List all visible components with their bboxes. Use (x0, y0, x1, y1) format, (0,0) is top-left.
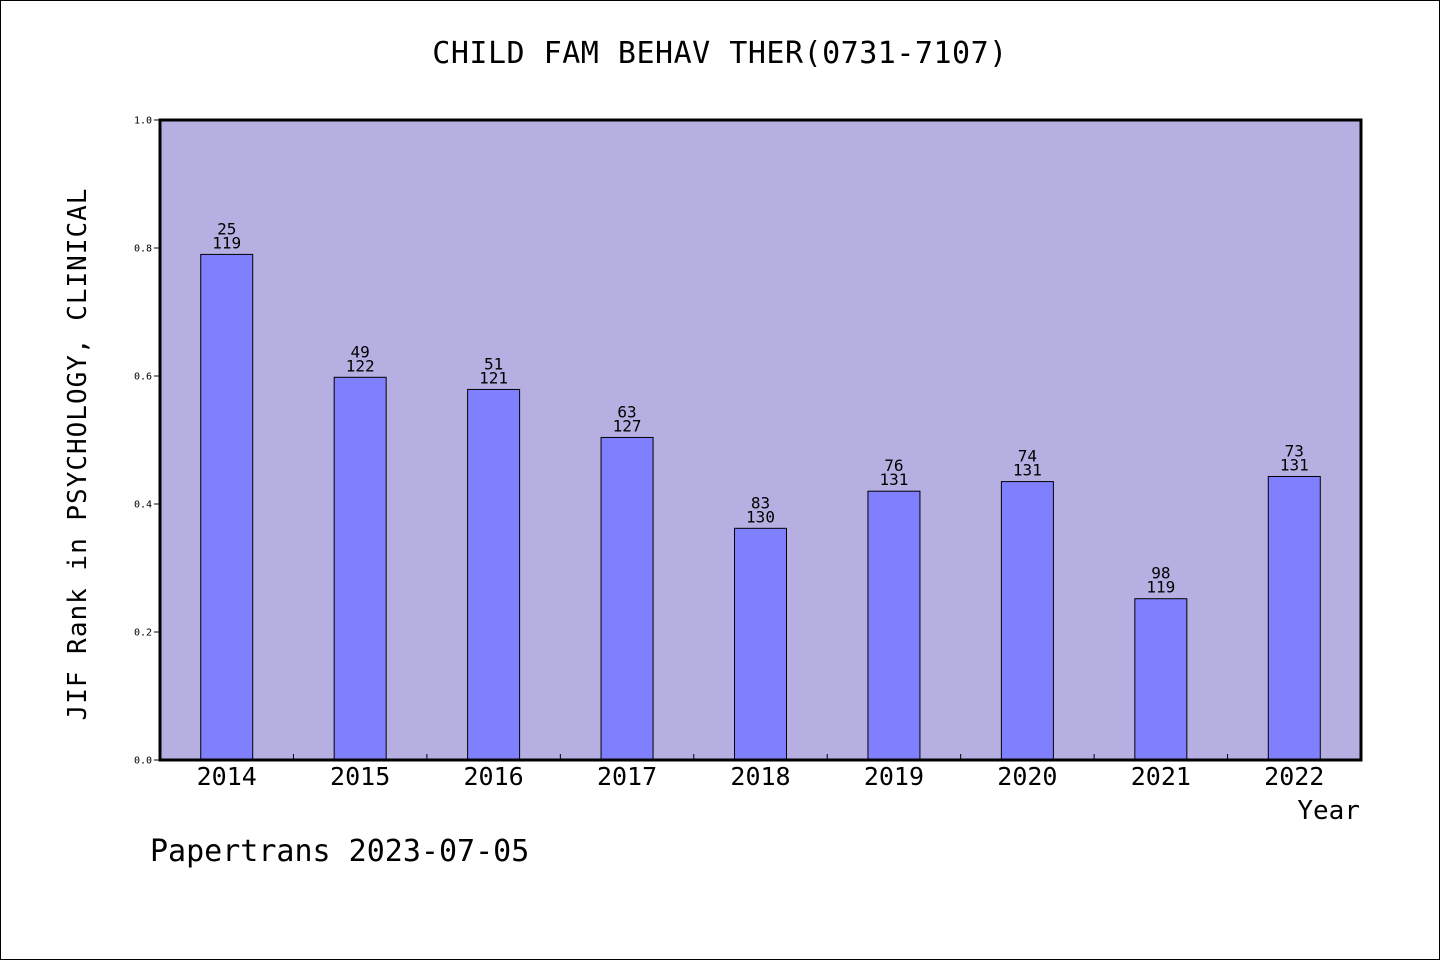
bar-2018 (734, 527, 787, 761)
bar-total-label: 122 (346, 356, 375, 375)
x-tick-label: 2022 (1264, 762, 1324, 791)
x-tick-label: 2015 (330, 762, 390, 791)
bar-2021 (1134, 598, 1188, 761)
bar-rank-label: 25 (217, 219, 236, 238)
bar-rank-label: 63 (617, 402, 636, 421)
bar-rank-label: 76 (884, 456, 903, 475)
x-tick-label: 2021 (1131, 762, 1191, 791)
x-tick-label: 2018 (730, 762, 790, 791)
bar-rank-label: 49 (351, 342, 370, 361)
bar-total-label: 131 (1013, 461, 1042, 480)
y-tick-label: 0.8 (134, 244, 152, 255)
bar-2017 (600, 436, 654, 761)
bar-2022 (1267, 475, 1321, 761)
bar-rank-label: 51 (484, 354, 503, 373)
x-axis-ticks: 2014 2015 2016 2017 2018 2019 2020 2021 2022 (197, 754, 1324, 791)
plot-border (158, 118, 1363, 762)
bar-total-label: 119 (1146, 578, 1175, 597)
y-tick-label: 0.2 (134, 628, 152, 639)
x-tick-label: 2019 (864, 762, 924, 791)
y-tick-label: 0.4 (134, 500, 152, 511)
bar-total-label: 121 (479, 368, 508, 387)
y-axis-ticks: 0.0 0.2 0.4 0.6 0.8 1.0 (134, 116, 160, 767)
y-tick-label: 0.6 (134, 372, 152, 383)
bar-rank-label: 83 (751, 493, 770, 512)
bar-total-label: 131 (1280, 455, 1309, 474)
bar-total-label: 127 (613, 416, 642, 435)
x-tick-label: 2016 (464, 762, 524, 791)
bar-rank-label: 98 (1151, 564, 1170, 583)
bar-rank-label: 73 (1285, 441, 1304, 460)
bar-2020 (1000, 481, 1054, 761)
y-tick-label: 0.0 (134, 756, 152, 767)
y-tick-label: 1.0 (134, 116, 152, 127)
x-axis-label: Year (1297, 796, 1360, 826)
x-tick-label: 2014 (197, 762, 257, 791)
bar-rank-label: 74 (1018, 447, 1037, 466)
bar-2014 (200, 253, 254, 761)
x-tick-label: 2020 (997, 762, 1057, 791)
bar-total-label: 131 (879, 470, 908, 489)
bar-total-label: 130 (746, 507, 775, 526)
bar-2016 (467, 388, 521, 761)
bar-total-label: 119 (212, 233, 241, 252)
footer-watermark-text: Papertrans 2023-07-05 (150, 834, 530, 869)
bar-2015 (333, 376, 387, 761)
chart-title: CHILD FAM BEHAV THER(0731-7107) (432, 36, 1008, 71)
x-tick-label: 2017 (597, 762, 657, 791)
bar-2019 (867, 490, 921, 761)
